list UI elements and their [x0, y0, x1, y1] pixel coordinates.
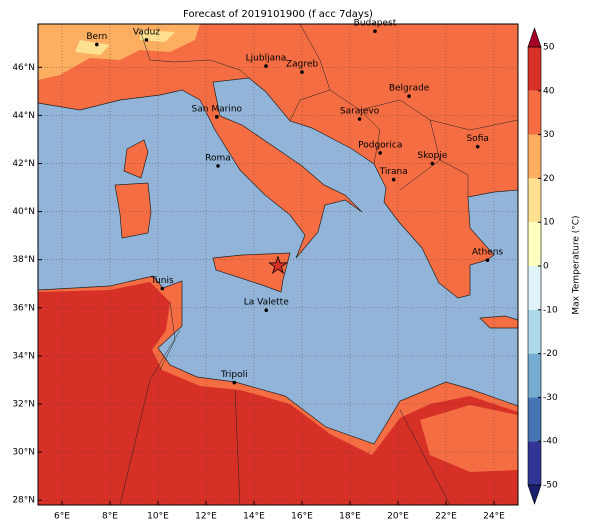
- colorbar-bin: [528, 266, 541, 310]
- city-label: Skopje: [417, 151, 447, 161]
- city-dot: [216, 164, 220, 168]
- sardinia: [114, 182, 152, 239]
- city-label: Tripoli: [220, 370, 248, 380]
- city-label: Vaduz: [133, 27, 160, 37]
- africa-zone: [420, 405, 518, 472]
- city-dot: [264, 64, 268, 68]
- city-dot: [357, 117, 362, 121]
- colorbar-tick-label: 50: [543, 43, 555, 53]
- y-tick-label: 34°N: [12, 351, 35, 361]
- colorbar-tick-label: 20: [543, 174, 555, 184]
- x-tick-label: 6°E: [54, 512, 70, 522]
- city-label: Sofia: [466, 134, 488, 144]
- colorbar-tick-label: 40: [543, 86, 555, 96]
- colorbar-bin: [528, 353, 541, 398]
- y-tick-label: 40°N: [12, 207, 35, 217]
- corsica: [123, 139, 149, 179]
- city-label: Roma: [205, 153, 231, 163]
- map-area: [38, 24, 518, 505]
- city-dot: [215, 115, 219, 119]
- colorbar-tick-label: 30: [543, 130, 555, 140]
- city-label: Athens: [472, 248, 503, 258]
- crete: [479, 315, 518, 329]
- event-star: [268, 255, 288, 275]
- city-label: Bern: [86, 32, 107, 42]
- y-tick-label: 32°N: [12, 399, 35, 409]
- colorbar-tick-label: 10: [543, 218, 555, 228]
- city-dot: [475, 144, 480, 149]
- city-dot: [144, 38, 149, 42]
- y-tick-label: 30°N: [12, 448, 35, 458]
- colorbar-tick-label: -30: [543, 393, 558, 403]
- x-tick-label: 14°E: [243, 512, 265, 522]
- city-dot: [373, 29, 377, 34]
- x-tick-label: 18°E: [339, 512, 361, 522]
- city-label: Zagreb: [286, 60, 318, 70]
- colorbar-bin: [528, 47, 541, 91]
- y-tick-label: 44°N: [12, 111, 35, 121]
- y-tick-label: 42°N: [12, 159, 35, 169]
- colorbar-bin: [528, 222, 541, 266]
- colorbar-bin: [528, 90, 541, 135]
- x-tick-label: 20°E: [387, 512, 409, 522]
- city-label: Tirana: [379, 167, 408, 177]
- colorbar-tick-label: -10: [543, 305, 558, 315]
- colorbar-under: [527, 484, 542, 505]
- title: Forecast of 2019101900 (f acc 7days): [183, 9, 373, 20]
- colorbar-tick-label: -50: [543, 481, 558, 491]
- city-label: La Valette: [244, 298, 289, 308]
- colorbar-over: [527, 27, 542, 48]
- colorbar-bin: [528, 397, 541, 442]
- x-tick-label: 10°E: [147, 512, 169, 522]
- x-tick-label: 22°E: [435, 512, 457, 522]
- x-tick-label: 16°E: [291, 512, 313, 522]
- city-label: Tunis: [150, 276, 174, 286]
- x-tick-label: 8°E: [102, 512, 118, 522]
- city-dot: [485, 258, 490, 262]
- y-tick-label: 38°N: [12, 255, 35, 265]
- y-tick-label: 36°N: [12, 303, 35, 313]
- africa-warm: [38, 282, 518, 505]
- city-dot: [391, 177, 396, 182]
- city-dot: [264, 308, 269, 312]
- colorbar-bin: [528, 178, 541, 223]
- city-dot: [300, 70, 304, 74]
- colorbar-tick-label: -40: [543, 437, 558, 447]
- x-tick-label: 12°E: [195, 512, 217, 522]
- city-label: Budapest: [354, 19, 397, 29]
- colorbar-tick-label: 0: [543, 262, 549, 272]
- city-label: Sarajevo: [340, 106, 380, 116]
- city-label: San Marino: [192, 104, 243, 114]
- colorbar-bin: [528, 134, 541, 179]
- city-label: Belgrade: [389, 84, 430, 94]
- city-label: Podgorica: [358, 140, 402, 150]
- map-frame: [37, 23, 519, 506]
- colorbar-bin: [528, 309, 541, 354]
- colorbar-tick-label: -20: [543, 349, 558, 359]
- x-tick-label: 24°E: [483, 512, 505, 522]
- city-dot: [95, 42, 99, 47]
- colorbar-bin: [528, 441, 541, 485]
- y-tick-label: 28°N: [12, 496, 35, 506]
- city-dot: [430, 161, 435, 166]
- alps-peaks: [75, 30, 175, 55]
- city-dot: [232, 380, 237, 385]
- colorbar-label: Max Temperature (°C): [572, 215, 582, 314]
- y-tick-label: 46°N: [12, 63, 35, 73]
- city-label: Ljubljana: [246, 54, 287, 64]
- city-dot: [378, 151, 383, 155]
- city-dot: [407, 94, 411, 98]
- city-dot: [160, 286, 165, 291]
